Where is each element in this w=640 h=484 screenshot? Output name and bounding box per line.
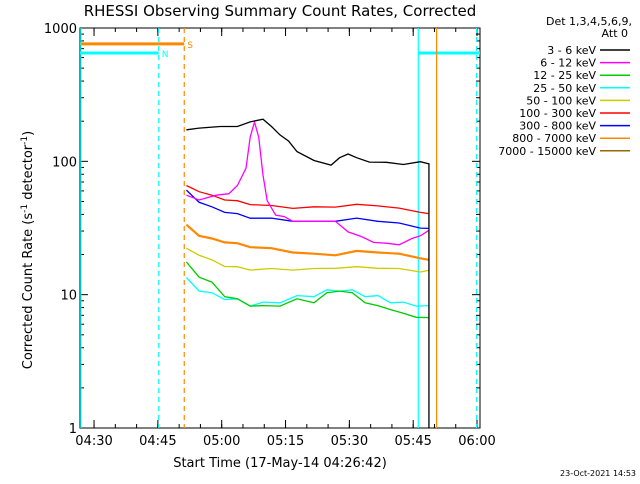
x-tick-label: 05:45	[394, 434, 431, 449]
legend-label: 300 - 800 keV	[519, 120, 596, 133]
y-axis-label-sup2: -1	[20, 136, 30, 145]
legend-header-attenuator: Att 0	[602, 27, 628, 40]
x-tick-label: 05:30	[331, 434, 368, 449]
flag-label-s: S	[187, 41, 193, 51]
series-line-0	[186, 118, 430, 166]
legend-label: 25 - 50 keV	[533, 82, 596, 95]
legend-label: 50 - 100 keV	[526, 94, 596, 107]
x-tick-label: 05:15	[267, 434, 304, 449]
x-tick-label: 05:00	[203, 434, 240, 449]
legend-label: 7000 - 15000 keV	[498, 145, 596, 158]
legend-label: 800 - 7000 keV	[512, 132, 596, 145]
x-tick-label: 04:45	[139, 434, 176, 449]
plot-frame	[79, 27, 481, 429]
series-line-6	[185, 189, 429, 230]
series-line-2	[185, 261, 429, 319]
series-line-1	[186, 119, 430, 246]
flag-label-n: N	[162, 50, 169, 60]
series-line-7	[185, 223, 430, 261]
legend-label: 3 - 6 keV	[547, 44, 596, 57]
chart-title: RHESSI Observing Summary Count Rates, Co…	[84, 2, 477, 20]
series-line-4	[186, 247, 430, 273]
y-tick-label: 1000	[44, 22, 77, 37]
svg-text:Corrected Count Rate (s-1 dete: Corrected Count Rate (s-1 detector-1)	[20, 131, 36, 369]
x-axis-label: Start Time (17-May-14 04:26:42)	[173, 456, 387, 471]
x-tick-label: 06:00	[458, 434, 495, 449]
y-axis-label: Corrected Count Rate (s-1 detector-1)	[20, 131, 36, 369]
y-axis-label-part3: )	[21, 131, 36, 136]
series-line-3	[185, 277, 429, 307]
legend-header-detectors: Det 1,3,4,5,6,9,	[546, 15, 632, 28]
generation-timestamp: 23-Oct-2021 14:53	[560, 469, 636, 478]
legend-label: 6 - 12 keV	[540, 57, 596, 70]
y-tick-label: 1	[69, 422, 77, 437]
legend-label: 100 - 300 keV	[519, 107, 596, 120]
y-tick-label: 10	[60, 289, 77, 304]
y-axis-label-part2: detector	[21, 144, 36, 204]
legend-label: 12 - 25 keV	[533, 69, 596, 82]
plot-area: 1 10 100 1000 04:30 04:45 05:00 05:15 05:30 05:45…	[44, 22, 496, 449]
x-tick-label: 04:30	[75, 434, 112, 449]
y-tick-label: 100	[52, 155, 77, 170]
y-axis-label-sup1: -1	[20, 204, 30, 213]
y-axis-label-part1: Corrected Count Rate (s	[21, 213, 36, 370]
series-line-5	[186, 184, 429, 215]
